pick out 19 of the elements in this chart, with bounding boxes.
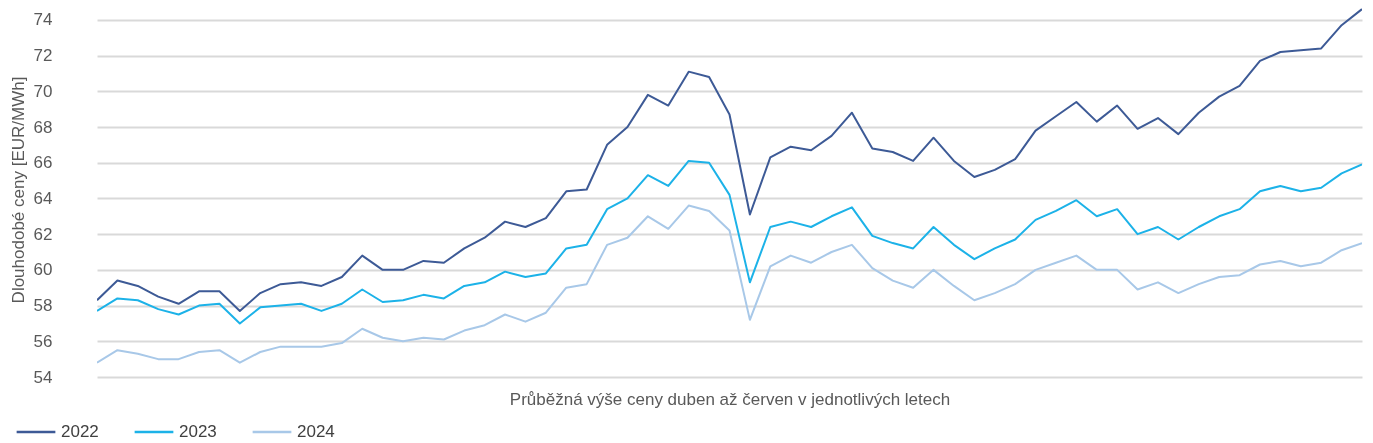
legend-label: 2024 [297, 422, 335, 441]
y-tick-label: 66 [33, 153, 53, 173]
line-series [97, 204, 1362, 364]
y-tick-label: 72 [33, 46, 53, 66]
y-tick-label: 58 [33, 296, 53, 316]
y-tick-label: 56 [33, 331, 53, 351]
y-axis-title: Dlouhodobé ceny [EUR/MWh] [8, 76, 28, 304]
legend-label: 2022 [61, 422, 99, 441]
y-tick-label: 54 [33, 367, 53, 387]
y-tick-label: 74 [33, 10, 53, 30]
y-tick-label: 70 [33, 81, 53, 101]
y-tick-label: 62 [33, 224, 53, 244]
line-series [97, 159, 1362, 325]
legend-label: 2023 [179, 422, 217, 441]
y-tick-label: 60 [33, 260, 53, 280]
line-series [97, 8, 1362, 312]
x-axis-title: Průběžná výše ceny duben až červen v jednotlivých letech [509, 389, 951, 409]
y-tick-label: 68 [33, 117, 53, 137]
y-tick-label: 64 [33, 188, 53, 208]
